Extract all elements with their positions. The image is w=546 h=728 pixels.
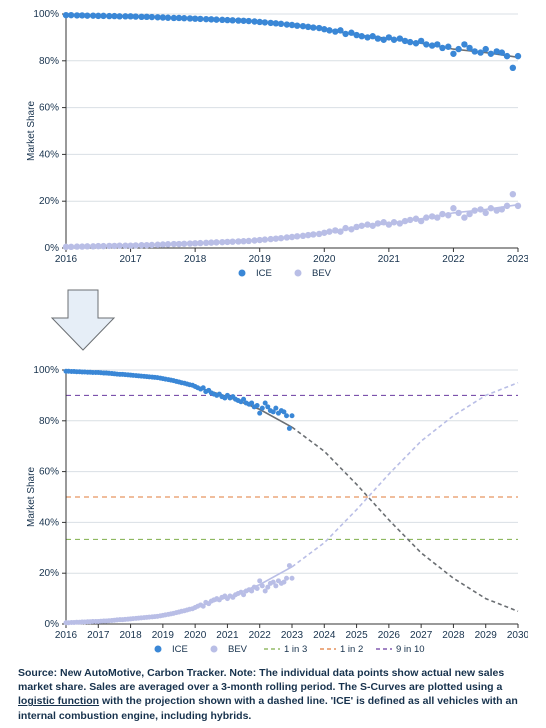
chart-1-svg: 0% 20% 40% 60% 80% 100% 2016 2017 2018 2019 2020 20… [18,6,528,282]
svg-text:2023: 2023 [281,630,304,641]
svg-text:80%: 80% [39,56,59,67]
svg-text:ICE: ICE [172,644,188,655]
svg-text:2018: 2018 [119,630,142,641]
chart-2-svg: 0% 20% 40% 60% 80% 100% 2016 2017 2018 2019 2020 20… [18,362,528,658]
svg-text:Market Share: Market Share [26,467,37,527]
svg-text:80%: 80% [39,416,59,427]
svg-text:20%: 20% [39,568,59,579]
svg-text:2021: 2021 [216,630,239,641]
caption-prefix: Source: New AutoMotive, Carbon Tracker. … [18,667,504,693]
svg-text:2022: 2022 [442,254,465,265]
svg-text:0%: 0% [45,243,60,254]
svg-text:40%: 40% [39,149,59,160]
chart-1: 0% 20% 40% 60% 80% 100% 2016 2017 2018 2019 2020 20… [18,6,528,282]
svg-text:2024: 2024 [313,630,336,641]
svg-text:2028: 2028 [442,630,465,641]
page-root: 0% 20% 40% 60% 80% 100% 2016 2017 2018 2019 2020 20… [0,0,546,728]
svg-text:2020: 2020 [184,630,207,641]
svg-text:2026: 2026 [378,630,401,641]
svg-text:100%: 100% [33,365,59,376]
svg-text:2022: 2022 [249,630,272,641]
svg-text:2023: 2023 [507,254,528,265]
svg-text:BEV: BEV [312,268,332,279]
svg-text:2030: 2030 [507,630,528,641]
svg-text:2029: 2029 [475,630,498,641]
caption-link[interactable]: logistic function [18,695,99,707]
svg-text:20%: 20% [39,196,59,207]
svg-text:Market Share: Market Share [26,101,37,161]
svg-text:2017: 2017 [87,630,110,641]
svg-text:2019: 2019 [152,630,175,641]
svg-text:2019: 2019 [249,254,272,265]
svg-text:60%: 60% [39,103,59,114]
svg-text:2021: 2021 [378,254,401,265]
down-arrow-icon [48,288,118,354]
svg-text:0%: 0% [45,619,60,630]
svg-text:2025: 2025 [345,630,368,641]
svg-text:1 in 2: 1 in 2 [340,644,363,655]
caption: Source: New AutoMotive, Carbon Tracker. … [18,666,528,723]
svg-text:2018: 2018 [184,254,207,265]
svg-text:9 in 10: 9 in 10 [396,644,425,655]
svg-text:2016: 2016 [55,630,78,641]
svg-text:BEV: BEV [228,644,248,655]
svg-text:1 in 3: 1 in 3 [284,644,307,655]
svg-text:40%: 40% [39,517,59,528]
chart-2: 0% 20% 40% 60% 80% 100% 2016 2017 2018 2019 2020 20… [18,362,528,658]
arrow-zone [18,288,528,354]
svg-text:2016: 2016 [55,254,78,265]
svg-text:2027: 2027 [410,630,433,641]
svg-text:60%: 60% [39,467,59,478]
svg-text:100%: 100% [33,9,59,20]
svg-text:2017: 2017 [119,254,142,265]
svg-text:ICE: ICE [256,268,272,279]
svg-text:2020: 2020 [313,254,336,265]
